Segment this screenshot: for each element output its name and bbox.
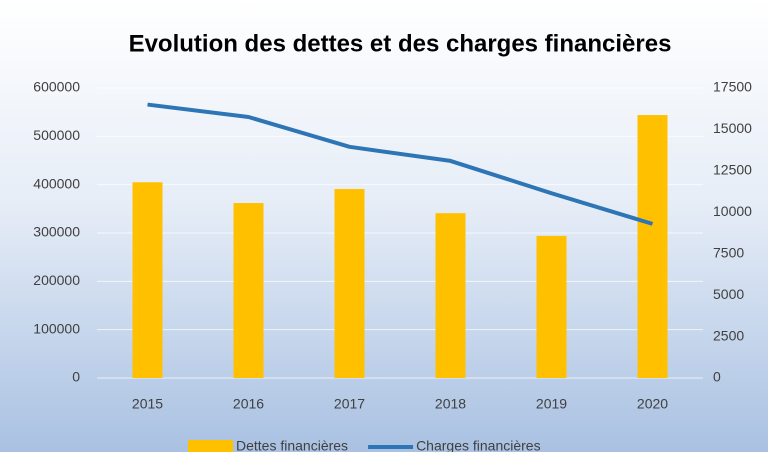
- bar: [435, 213, 466, 378]
- y-tick-label: 200000: [33, 272, 80, 288]
- x-tick-label: 2019: [536, 396, 567, 412]
- y2-tick-label: 5000: [713, 286, 744, 302]
- legend-label: Dettes financières: [236, 438, 348, 452]
- y-tick-label: 500000: [33, 127, 80, 143]
- y2-tick-label: 2500: [713, 327, 744, 343]
- y2-tick-label: 15000: [713, 120, 752, 136]
- legend-label: Charges financières: [416, 438, 541, 452]
- x-tick-label: 2016: [233, 396, 264, 412]
- y-tick-label: 600000: [33, 79, 80, 95]
- x-tick-label: 2018: [435, 396, 466, 412]
- x-tick-label: 2017: [334, 396, 365, 412]
- y2-tick-label: 7500: [713, 244, 744, 260]
- y2-tick-label: 17500: [713, 79, 752, 95]
- legend-swatch: [188, 440, 233, 452]
- x-tick-label: 2015: [132, 396, 163, 412]
- bar: [637, 115, 668, 379]
- bar: [132, 182, 163, 378]
- y2-tick-label: 12500: [713, 162, 752, 178]
- y-tick-label: 0: [72, 369, 80, 385]
- y-tick-label: 400000: [33, 175, 80, 191]
- y-tick-label: 300000: [33, 224, 80, 240]
- y2-tick-label: 10000: [713, 203, 752, 219]
- bar: [233, 203, 264, 378]
- chart-title: Evolution des dettes et des charges fina…: [129, 30, 672, 57]
- y-tick-label: 100000: [33, 320, 80, 336]
- line: [147, 102, 654, 226]
- x-tick-label: 2020: [637, 396, 668, 412]
- bar: [334, 189, 365, 378]
- y2-tick-label: 0: [713, 369, 721, 385]
- bar: [536, 235, 567, 378]
